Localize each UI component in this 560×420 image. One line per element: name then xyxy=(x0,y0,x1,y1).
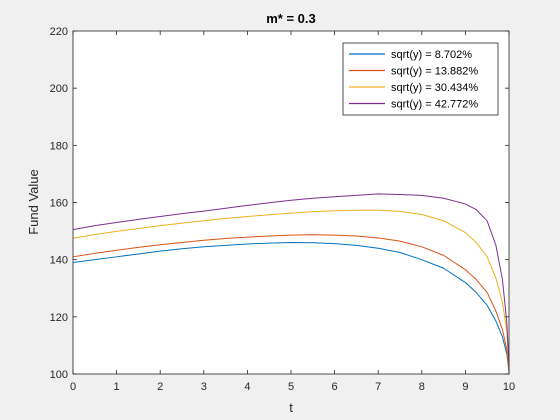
y-tick-label: 120 xyxy=(50,312,68,324)
y-axis-label: Fund Value xyxy=(26,169,41,235)
legend-label-2: sqrt(y) = 13.882% xyxy=(391,66,478,78)
x-tick-label: 10 xyxy=(503,381,515,393)
y-tick-label: 220 xyxy=(50,26,68,38)
x-tick-label: 0 xyxy=(70,381,76,393)
legend-label-4: sqrt(y) = 42.772% xyxy=(391,99,478,111)
x-tick-label: 6 xyxy=(332,381,338,393)
series-line-4 xyxy=(72,193,510,366)
y-tick-label: 180 xyxy=(50,140,68,152)
series-line-2 xyxy=(72,234,510,372)
legend: sqrt(y) = 8.702% sqrt(y) = 13.882% sqrt(y)… xyxy=(342,42,499,116)
series-layer xyxy=(72,193,510,372)
legend-label-1: sqrt(y) = 8.702% xyxy=(391,49,472,61)
x-tick-label: 4 xyxy=(244,381,250,393)
y-tick-label: 160 xyxy=(50,198,68,210)
series-line-3 xyxy=(72,209,510,369)
x-axis-label: t xyxy=(289,400,293,415)
x-tick-label: 9 xyxy=(462,381,468,393)
chart-title: m* = 0.3 xyxy=(266,11,316,26)
y-tick-label: 140 xyxy=(50,255,68,267)
x-tick-label: 7 xyxy=(375,381,381,393)
legend-label-3: sqrt(y) = 30.434% xyxy=(391,82,478,94)
y-tick-label: 200 xyxy=(50,83,68,95)
tick-layer: 0 1 2 3 4 5 6 7 8 9 10 100 120 140 160 180 200 220 xyxy=(50,26,515,393)
x-tick-label: 2 xyxy=(157,381,163,393)
x-tick-label: 5 xyxy=(288,381,294,393)
y-tick-label: 100 xyxy=(50,369,68,381)
x-tick-label: 1 xyxy=(114,381,120,393)
series-line-1 xyxy=(72,242,510,372)
x-tick-label: 8 xyxy=(419,381,425,393)
x-tick-label: 3 xyxy=(201,381,207,393)
